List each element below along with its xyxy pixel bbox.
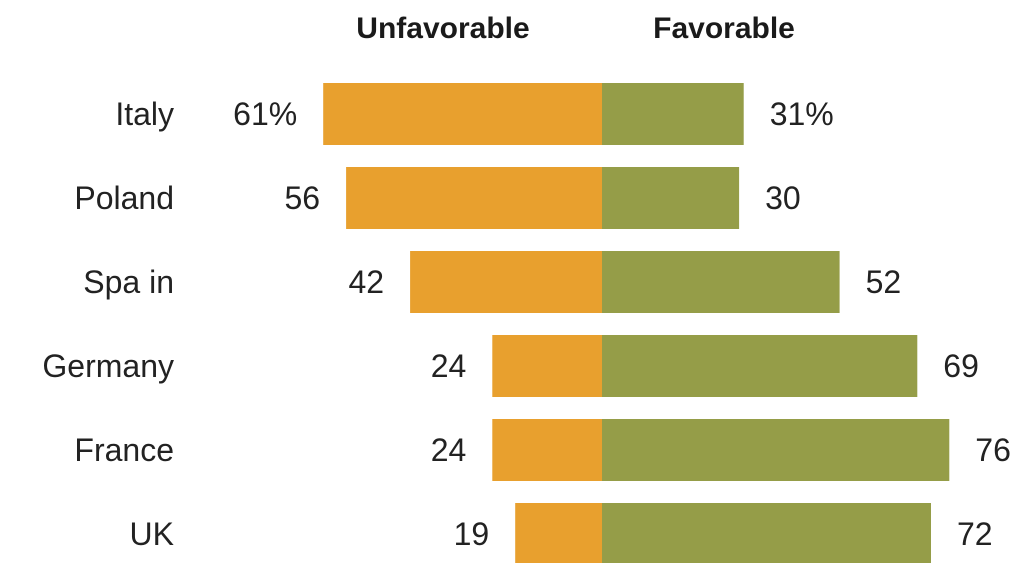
country-label-poland: Poland (74, 180, 174, 216)
bar-favorable-france (602, 419, 950, 481)
bar-favorable-germany (602, 335, 918, 397)
bar-unfavorable-uk (515, 503, 602, 563)
bar-unfavorable-poland (346, 167, 602, 229)
bar-favorable-uk (602, 503, 931, 563)
bars-layer: Italy 61% 31% Poland 56 30 Spa in 42 52 Germany 24… (42, 83, 1011, 563)
value-label-favorable-france: 76 (975, 432, 1011, 468)
value-label-unfavorable-spain: 42 (349, 264, 385, 300)
bar-favorable-poland (602, 167, 740, 229)
value-label-unfavorable-uk: 19 (454, 516, 490, 552)
value-label-unfavorable-poland: 56 (285, 180, 321, 216)
value-label-favorable-spain: 52 (866, 264, 902, 300)
bar-favorable-spain (602, 251, 840, 313)
country-label-france: France (74, 432, 174, 468)
country-label-uk: UK (130, 516, 174, 552)
value-label-unfavorable-italy: 61% (233, 96, 297, 132)
value-label-favorable-germany: 69 (943, 348, 979, 384)
bar-unfavorable-france (492, 419, 602, 481)
bar-favorable-italy (602, 83, 744, 145)
header-unfavorable: Unfavorable (356, 12, 529, 45)
value-label-unfavorable-germany: 24 (431, 348, 467, 384)
bar-unfavorable-germany (492, 335, 602, 397)
value-label-unfavorable-france: 24 (431, 432, 467, 468)
value-label-favorable-italy: 31% (770, 96, 834, 132)
bar-unfavorable-spain (410, 251, 602, 313)
bar-unfavorable-italy (323, 83, 602, 145)
country-label-spain: Spa in (83, 264, 174, 300)
country-label-germany: Germany (42, 348, 174, 384)
value-label-favorable-poland: 30 (765, 180, 801, 216)
header-favorable: Favorable (653, 12, 795, 45)
value-label-favorable-uk: 72 (957, 516, 993, 552)
country-label-italy: Italy (115, 96, 174, 132)
